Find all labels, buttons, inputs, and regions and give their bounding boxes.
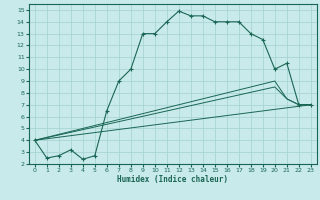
- X-axis label: Humidex (Indice chaleur): Humidex (Indice chaleur): [117, 175, 228, 184]
